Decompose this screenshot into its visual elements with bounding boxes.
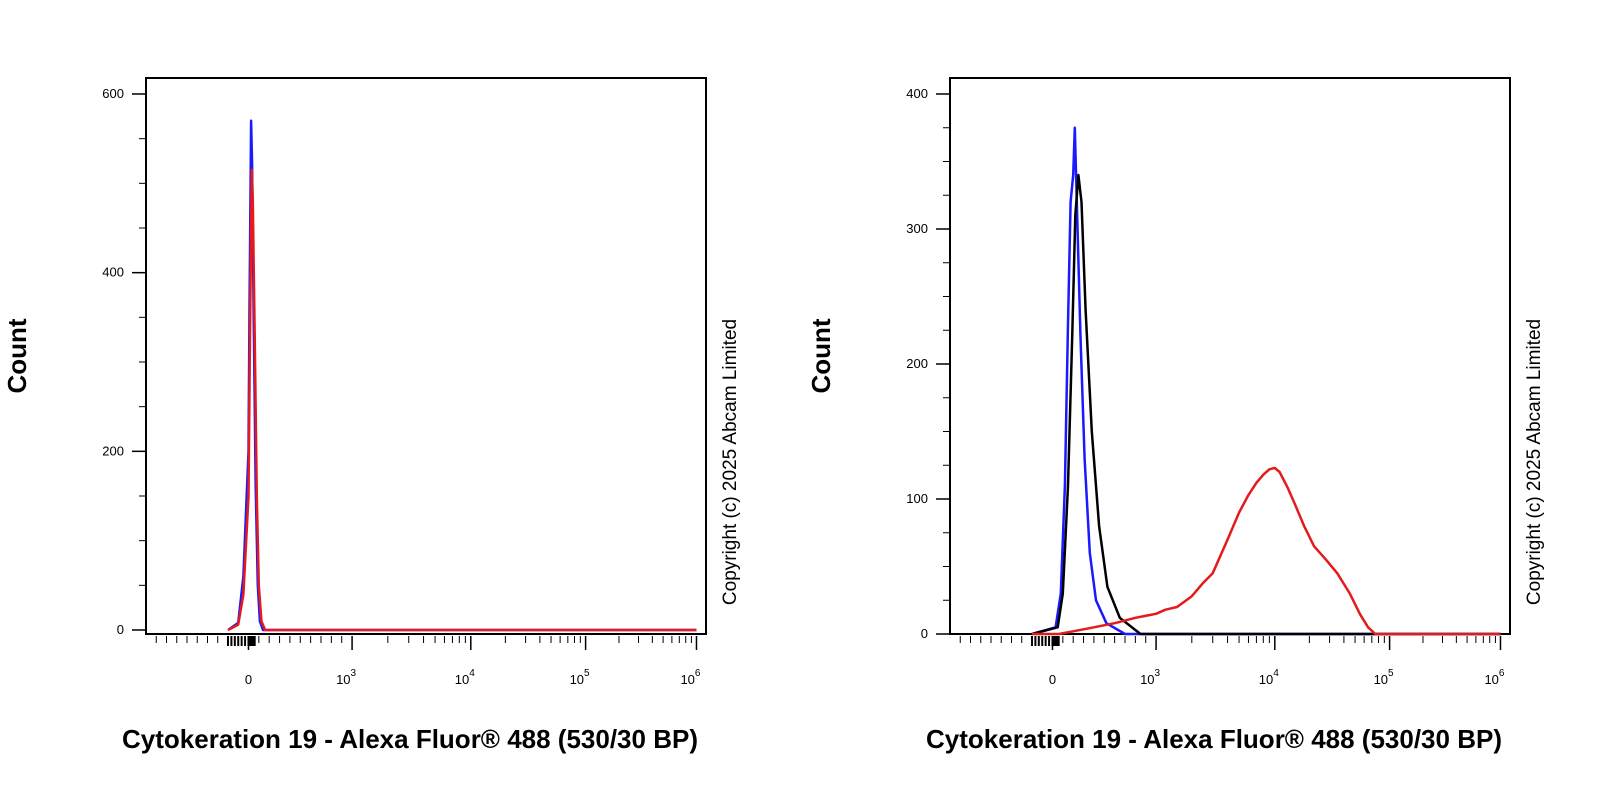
x-tick-label: 104 [1259, 668, 1279, 687]
x-tick-label: 106 [1484, 668, 1504, 687]
x-axis-1: 0 103 104 105 106 [155, 636, 701, 687]
copyright-note-1: Copyright (c) 2025 Abcam Limited [720, 319, 741, 605]
x-axis-title-2: Cytokeration 19 - Alexa Fluor® 488 (530/… [926, 724, 1502, 754]
y-tick-label: 200 [102, 443, 124, 458]
x-tick-label: 106 [680, 668, 700, 687]
y-tick-label: 600 [102, 86, 124, 101]
x-tick-label: 105 [570, 668, 590, 687]
y-axis-1: 0 200 400 600 [102, 86, 146, 637]
antibody-histogram-curve [227, 168, 697, 632]
isotype-histogram-curve [1031, 126, 1501, 636]
y-tick-label: 0 [117, 622, 124, 637]
y-tick-label: 200 [906, 356, 928, 371]
x-tick-label: 104 [455, 668, 475, 687]
y-tick-label: 100 [906, 491, 928, 506]
y-axis-title-2: Count [806, 318, 836, 393]
y-tick-label: 400 [906, 86, 928, 101]
y-axis-2: 0 100 200 300 400 [906, 86, 950, 641]
curves-1 [227, 119, 697, 632]
plot-frame-1 [145, 77, 707, 635]
x-axis-2: 0 103 104 105 106 [959, 636, 1505, 687]
copyright-note-2: Copyright (c) 2025 Abcam Limited [1524, 319, 1545, 605]
x-axis-title-1: Cytokeration 19 - Alexa Fluor® 488 (530/… [122, 724, 698, 754]
y-axis-title-1: Count [2, 318, 32, 393]
histogram-panel-1: 0 200 400 600 0 103 104 105 106 Count Cytokerat… [2, 77, 741, 754]
y-tick-label: 400 [102, 265, 124, 280]
curves-2 [1031, 126, 1501, 636]
x-tick-label: 103 [1140, 668, 1160, 687]
x-tick-label: 0 [1049, 672, 1056, 687]
isotype-histogram-curve [227, 119, 697, 632]
antibody-histogram-curve [1032, 466, 1501, 636]
unlabelled-histogram-curve [1031, 173, 1501, 636]
x-tick-label: 105 [1374, 668, 1394, 687]
x-tick-label: 0 [245, 672, 252, 687]
histogram-panel-2: 0 100 200 300 400 0 103 104 105 106 Count Cytoke… [806, 77, 1545, 754]
plot-frame-2 [949, 77, 1511, 635]
y-tick-label: 300 [906, 221, 928, 236]
y-tick-label: 0 [921, 626, 928, 641]
x-tick-label: 103 [336, 668, 356, 687]
